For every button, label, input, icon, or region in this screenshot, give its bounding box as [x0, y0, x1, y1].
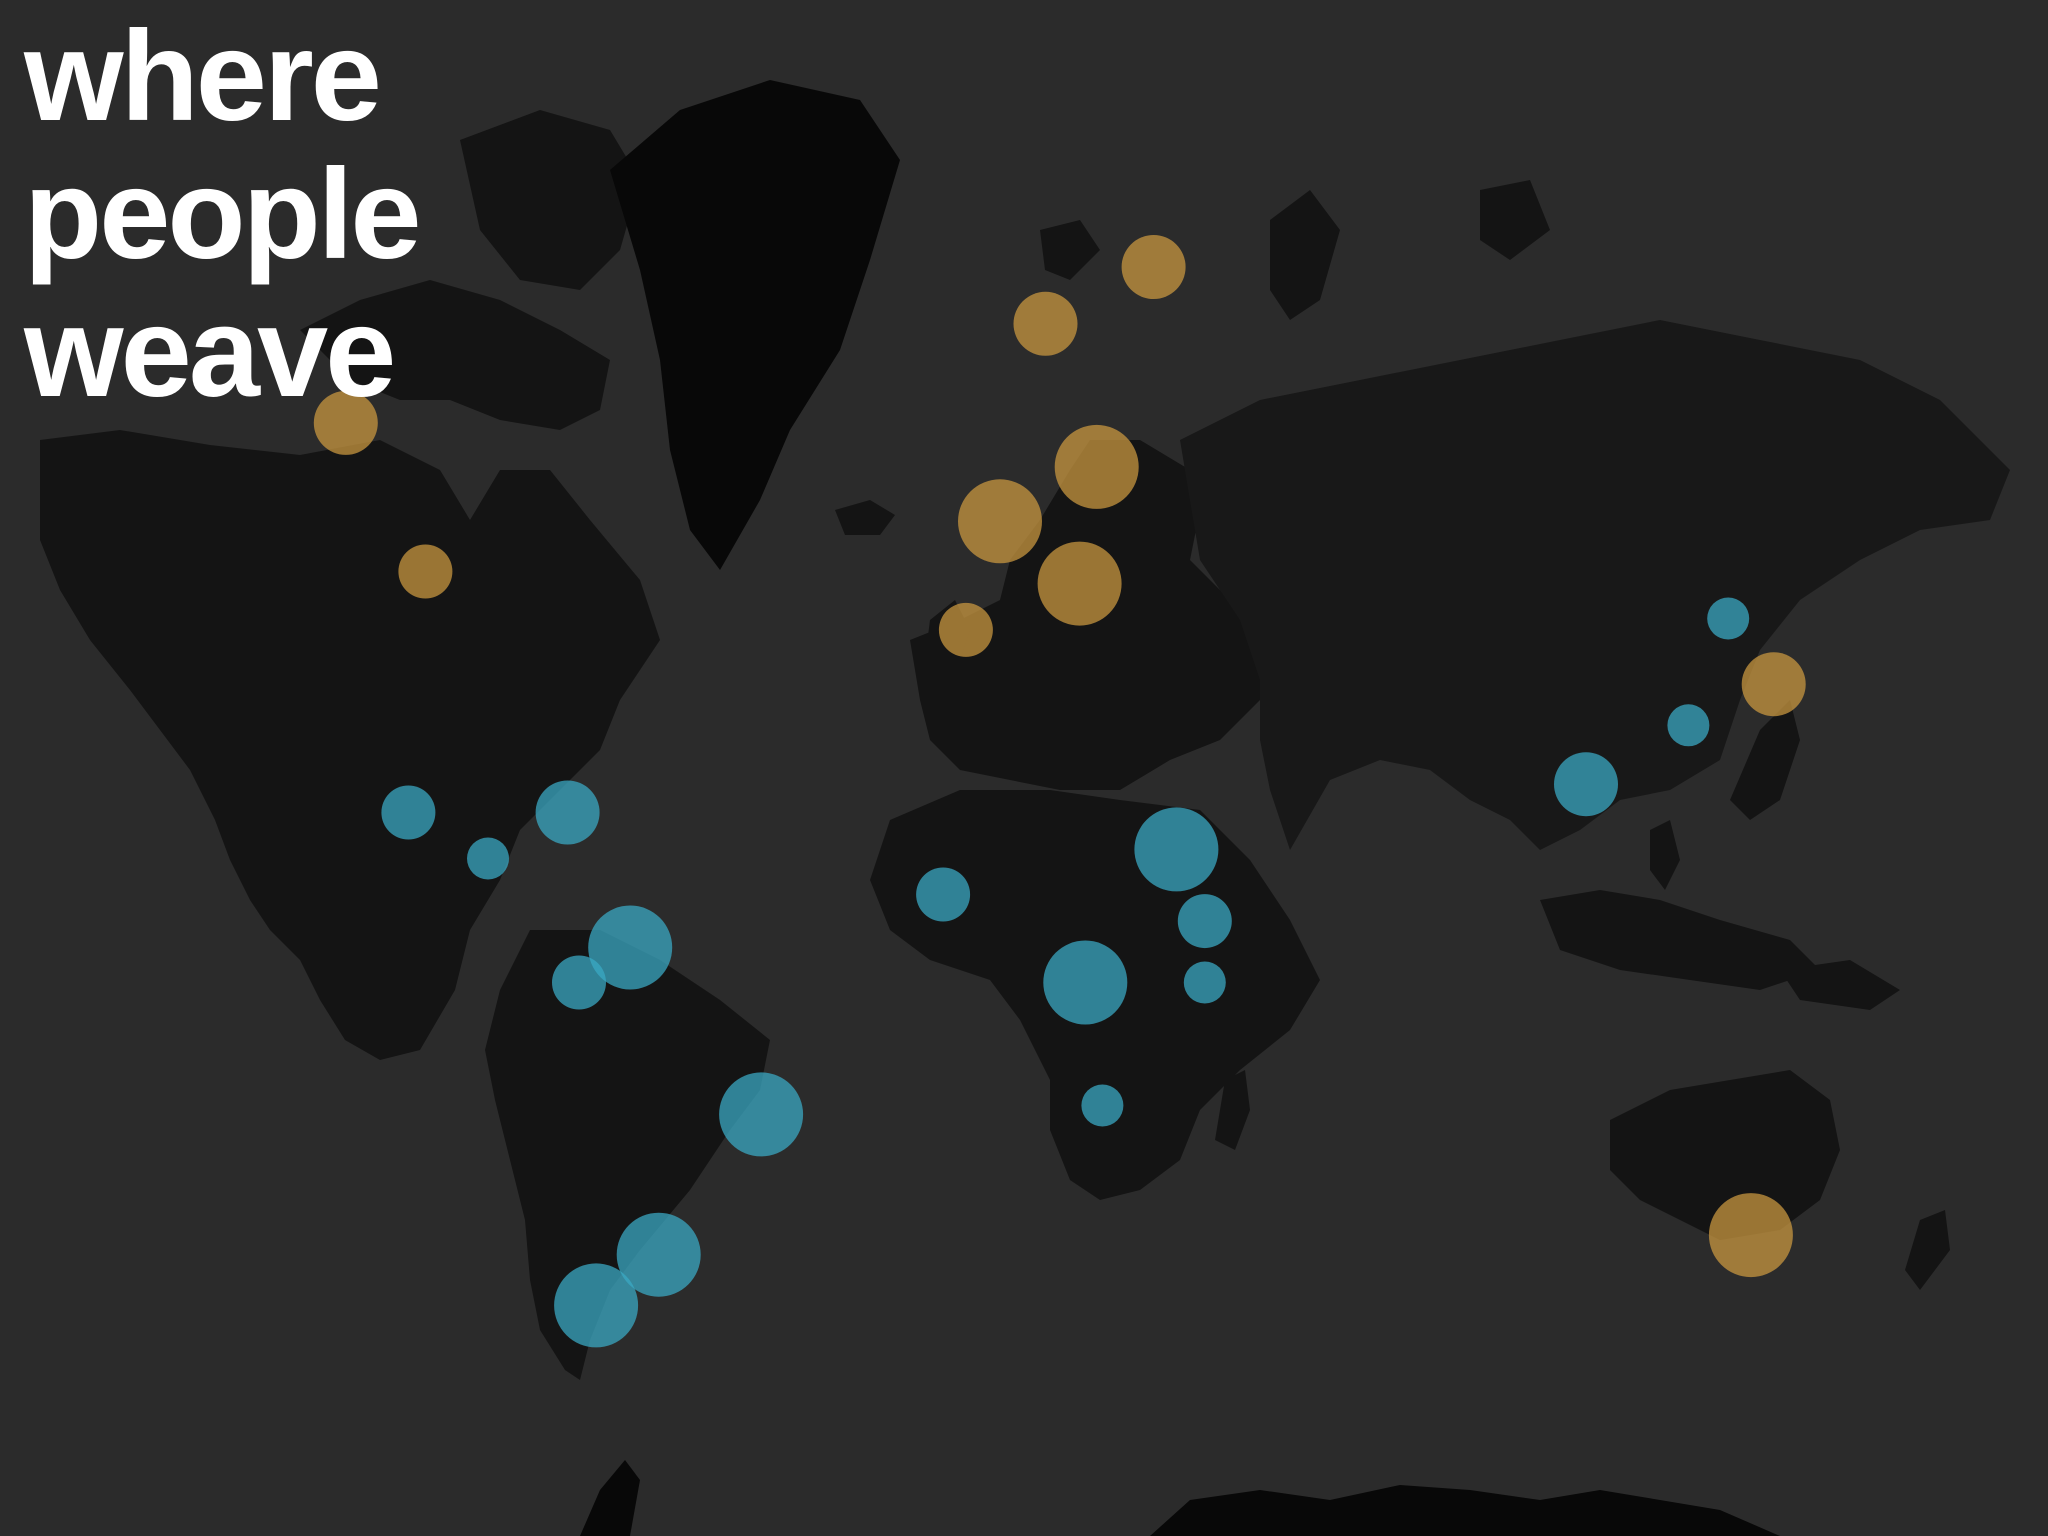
marker-ethiopia[interactable]	[1177, 894, 1232, 949]
marker-japan[interactable]	[1741, 652, 1806, 717]
japan-landmass	[1730, 700, 1800, 820]
marker-chile[interactable]	[554, 1263, 639, 1348]
marker-united-states[interactable]	[398, 544, 453, 599]
new-guinea-landmass	[1780, 960, 1900, 1010]
page-title: where people weave	[24, 5, 421, 424]
marker-germany-poland[interactable]	[1054, 424, 1139, 509]
marker-venezuela[interactable]	[588, 905, 673, 990]
greenland-landmass	[610, 80, 900, 570]
indonesia-landmass	[1540, 890, 1820, 990]
marker-central-africa[interactable]	[1043, 940, 1128, 1025]
south-america-landmass	[485, 930, 770, 1380]
antarctic-peninsula	[580, 1460, 640, 1536]
marker-colombia[interactable]	[552, 955, 606, 1010]
arctic-archipelago	[300, 280, 610, 430]
north-america-landmass	[40, 430, 660, 1060]
baffin-island	[460, 110, 640, 290]
marker-korea[interactable]	[1707, 597, 1750, 640]
marker-mexico[interactable]	[381, 785, 436, 840]
marker-southern-china[interactable]	[1554, 752, 1618, 817]
philippines-landmass	[1650, 820, 1680, 890]
new-zealand-landmass	[1905, 1210, 1950, 1290]
marker-france[interactable]	[958, 479, 1042, 564]
marker-central-america[interactable]	[467, 837, 509, 880]
marker-finland[interactable]	[1121, 235, 1186, 299]
marker-western-canada[interactable]	[313, 390, 378, 455]
marker-scandinavia[interactable]	[1013, 291, 1078, 356]
marker-australia[interactable]	[1708, 1193, 1793, 1278]
marker-layer	[313, 235, 1806, 1348]
marker-brazil[interactable]	[719, 1072, 804, 1157]
marker-kenya[interactable]	[1183, 961, 1226, 1004]
marker-iberia[interactable]	[938, 602, 993, 657]
svalbard	[1040, 220, 1100, 280]
marker-paraguay[interactable]	[616, 1212, 701, 1297]
title-line-3: weave	[24, 281, 396, 424]
novaya-zemlya	[1270, 190, 1340, 320]
severnaya-zemlya	[1480, 180, 1550, 260]
madagascar-landmass	[1215, 1070, 1250, 1150]
marker-angola[interactable]	[1081, 1084, 1124, 1127]
marker-sudan[interactable]	[1134, 807, 1219, 892]
iceland-landmass	[835, 500, 895, 535]
title-line-2: people	[24, 143, 421, 286]
antarctica-landmass	[1150, 1485, 1780, 1536]
landmasses	[40, 80, 2010, 1536]
marker-west-africa[interactable]	[916, 867, 971, 922]
title-line-1: where	[24, 5, 382, 148]
asia-landmass	[1180, 320, 2010, 850]
marker-eastern-china[interactable]	[1667, 704, 1710, 747]
marker-italy[interactable]	[1037, 541, 1122, 626]
marker-caribbean[interactable]	[535, 780, 600, 845]
australia-landmass	[1610, 1070, 1840, 1240]
